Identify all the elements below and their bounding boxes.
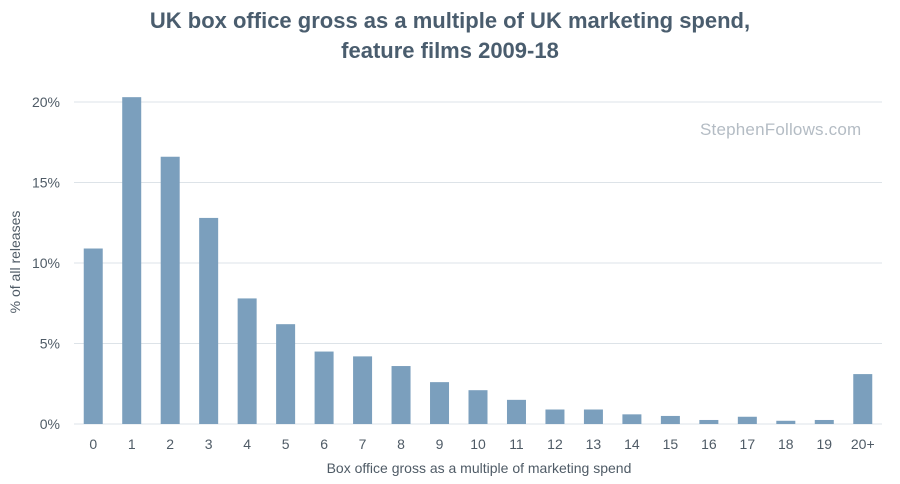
bar-9 <box>430 382 450 424</box>
chart-title-line-2: feature films 2009-18 <box>341 38 559 63</box>
y-axis-label: % of all releases <box>7 211 23 314</box>
x-tick-label: 10 <box>470 436 486 452</box>
x-tick-label: 1 <box>128 436 136 452</box>
x-tick-label: 7 <box>359 436 367 452</box>
x-tick-label: 8 <box>397 436 405 452</box>
x-tick-label: 15 <box>663 436 679 452</box>
chart-title-line-1: UK box office gross as a multiple of UK … <box>149 8 751 33</box>
watermark: StephenFollows.com <box>700 120 862 139</box>
bar-14 <box>622 414 642 424</box>
x-tick-label: 5 <box>282 436 290 452</box>
bar-7 <box>353 356 373 424</box>
y-tick-label: 0% <box>40 416 60 432</box>
x-tick-label: 11 <box>509 436 524 452</box>
x-tick-label: 9 <box>436 436 444 452</box>
x-tick-label: 3 <box>205 436 213 452</box>
x-tick-label: 6 <box>320 436 328 452</box>
bar-5 <box>276 324 296 424</box>
x-tick-label: 0 <box>89 436 97 452</box>
x-tick-label: 19 <box>816 436 832 452</box>
bar-15 <box>660 415 680 424</box>
gridlines <box>74 101 882 425</box>
bar-8 <box>391 366 411 424</box>
x-tick-label: 18 <box>778 436 794 452</box>
x-tick-label: 2 <box>166 436 174 452</box>
bar-12 <box>545 409 565 424</box>
bar-13 <box>583 409 603 424</box>
bars <box>83 97 873 425</box>
bar-6 <box>314 351 334 424</box>
bar-0 <box>83 248 103 424</box>
bar-16 <box>699 419 719 424</box>
x-axis-ticks: 0 1 2 3 4 5 6 7 8 9 10 11 12 13 14 15 16 17 18 19 20+ <box>89 436 874 452</box>
x-tick-label: 14 <box>624 436 640 452</box>
bar-19 <box>814 419 834 424</box>
bar-2 <box>160 156 180 425</box>
x-tick-label: 17 <box>740 436 756 452</box>
y-tick-label: 10% <box>32 255 60 271</box>
bar-20+ <box>853 374 873 424</box>
x-tick-label: 12 <box>547 436 563 452</box>
y-tick-label: 15% <box>32 175 60 191</box>
y-tick-label: 20% <box>32 94 60 110</box>
bar-1 <box>122 97 142 425</box>
x-axis-label: Box office gross as a multiple of market… <box>327 460 632 476</box>
x-tick-label: 20+ <box>851 436 875 452</box>
x-tick-label: 16 <box>701 436 717 452</box>
x-tick-label: 4 <box>243 436 251 452</box>
y-axis-ticks: 0% 5% 10% 15% 20% <box>32 94 60 432</box>
bar-10 <box>468 390 488 424</box>
chart-title: UK box office gross as a multiple of UK … <box>0 6 900 66</box>
bar-3 <box>199 217 219 424</box>
bar-17 <box>737 416 757 424</box>
y-tick-label: 5% <box>40 336 60 352</box>
bar-4 <box>237 298 257 424</box>
x-tick-label: 13 <box>586 436 602 452</box>
bar-18 <box>776 420 796 424</box>
bar-11 <box>506 399 526 424</box>
